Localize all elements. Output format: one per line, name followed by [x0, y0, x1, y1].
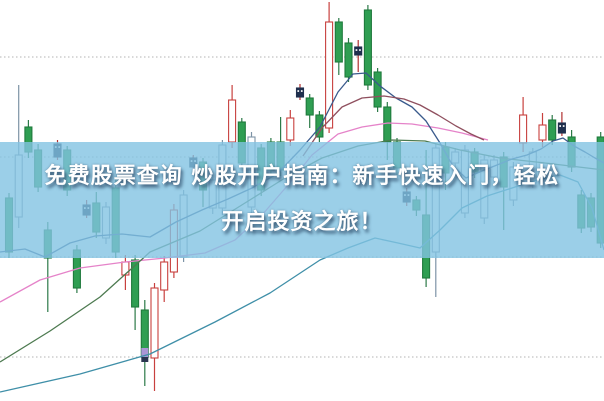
- candle-up: [228, 99, 237, 143]
- doji-dot: [562, 125, 565, 127]
- doji-dot: [359, 49, 361, 51]
- candle-down: [373, 71, 382, 108]
- candle-doji: [354, 46, 363, 56]
- dark-marker: [141, 357, 149, 362]
- candle-down: [548, 119, 557, 141]
- doji-dot: [355, 49, 358, 51]
- candle-doji: [557, 122, 566, 134]
- doji-dot: [300, 90, 303, 92]
- candle-up: [519, 114, 528, 144]
- doji-dot: [297, 90, 300, 92]
- candle-down: [305, 97, 314, 116]
- candle-up: [325, 21, 334, 129]
- candle-down: [344, 42, 353, 78]
- doji-dot: [559, 125, 561, 127]
- candle-down: [131, 259, 140, 308]
- candle-down: [334, 21, 343, 63]
- candle-up: [121, 261, 130, 276]
- banner-text-line2: 开启投资之旅！: [221, 210, 383, 235]
- candle-down: [383, 106, 392, 143]
- candle-doji: [295, 87, 305, 98]
- promo-banner-overlay: 免费股票查询 炒股开户指南：新手快速入门，轻松 开启投资之旅！: [0, 142, 604, 258]
- candle-up: [538, 124, 547, 141]
- candle-up: [286, 117, 295, 141]
- candle-up: [160, 261, 169, 291]
- ma-line-maroon: [302, 95, 485, 157]
- candle-up: [150, 287, 159, 359]
- candle-down: [363, 9, 372, 86]
- candle-down: [315, 114, 324, 138]
- purple-marker: [141, 348, 149, 357]
- banner-text-line1: 免费股票查询 炒股开户指南：新手快速入门，轻松: [44, 164, 560, 189]
